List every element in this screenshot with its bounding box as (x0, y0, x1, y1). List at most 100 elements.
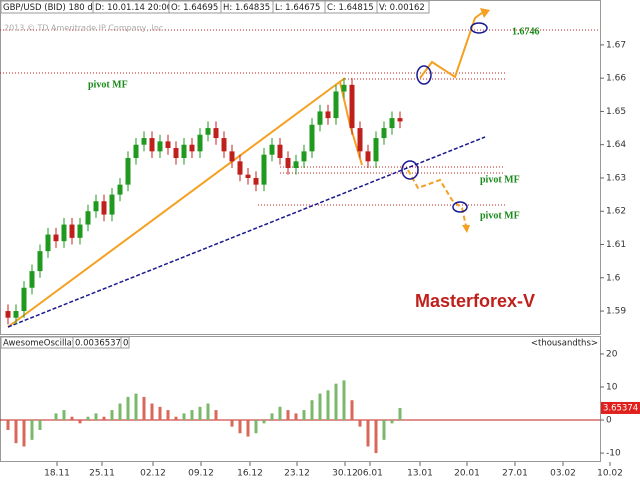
candle-body (173, 148, 179, 159)
y-tick-label: 1.64 (606, 140, 626, 150)
y-tick-label: 1.61 (606, 240, 626, 250)
y-tick-label: 10 (606, 382, 618, 392)
x-tick-label: 02.12 (140, 469, 166, 479)
candle-body (149, 138, 155, 152)
bar (22, 420, 26, 447)
bar (118, 403, 122, 421)
x-tick-label: 25.11 (89, 469, 115, 479)
candle-body (85, 211, 91, 225)
header-text: <thousandths> (531, 339, 598, 349)
candle-body (301, 151, 307, 162)
candle-body (389, 118, 395, 129)
candle-body (397, 118, 403, 122)
y-tick-label: 1.62 (606, 207, 626, 217)
bar (214, 410, 218, 421)
bar (254, 420, 258, 434)
bar (102, 416, 106, 421)
y-tick-label: 1.65 (606, 107, 626, 117)
bar (358, 420, 362, 427)
candle-body (117, 184, 123, 195)
bar (398, 407, 402, 421)
annotation: pivot MF (480, 174, 520, 185)
bar (190, 410, 194, 421)
candle-body (189, 144, 195, 152)
annotation: 1.6746 (512, 26, 540, 37)
header-text: D: 10.01.14 20:00 (95, 3, 172, 13)
header-text: GBP/USD (BID) 180 d 4h (3, 3, 106, 13)
y-tick-label: 1.67 (606, 40, 626, 50)
bar (30, 420, 34, 440)
arrow-head (462, 225, 470, 233)
candle-body (285, 158, 291, 168)
candle-body (13, 311, 19, 318)
bar (54, 413, 58, 421)
candle-body (53, 234, 59, 242)
bar (150, 403, 154, 421)
bar (182, 413, 186, 421)
osc-panel (0, 336, 601, 462)
header-text: 0 (123, 339, 128, 349)
bar (230, 420, 234, 427)
candle-body (45, 234, 51, 252)
candle-body (213, 128, 219, 139)
candle-body (349, 84, 355, 129)
header-text: V: 0.00162 (379, 3, 425, 13)
candle-body (261, 154, 267, 185)
bar (270, 413, 274, 421)
candle-body (5, 311, 11, 318)
bar (94, 413, 98, 421)
header-box (120, 336, 130, 349)
x-tick-label: 23.12 (284, 469, 310, 479)
candle-body (373, 138, 379, 162)
bar (366, 420, 370, 447)
candle-body (141, 138, 147, 145)
bar (110, 410, 114, 421)
candle-body (277, 144, 283, 159)
candle-body (77, 224, 83, 238)
x-tick-label: 30.12 (332, 469, 358, 479)
bar (262, 420, 266, 424)
y-tick-label: -10 (606, 449, 621, 459)
bar (310, 400, 314, 421)
x-tick-label: 10.02 (597, 469, 623, 479)
bar (278, 406, 282, 421)
header-text: 0.0036537 (75, 339, 121, 349)
candle-body (93, 201, 99, 212)
candle-body (245, 174, 251, 178)
bar (326, 390, 330, 421)
candle-body (381, 128, 387, 139)
candle-body (365, 151, 371, 162)
x-tick-label: 27.01 (502, 469, 528, 479)
y-tick-label: 1.63 (606, 173, 626, 183)
bar (334, 383, 338, 421)
bar (78, 420, 82, 424)
bar (382, 420, 386, 440)
bar (142, 396, 146, 421)
last-value-box (601, 401, 640, 414)
candle-body (341, 84, 347, 92)
y-tick-label: 20 (606, 349, 618, 359)
bar (342, 380, 346, 421)
bar (38, 420, 42, 430)
watermark: Masterforex-V (415, 291, 535, 311)
bar (390, 420, 394, 424)
bar (198, 406, 202, 421)
circle-mark (452, 201, 468, 213)
bar (166, 410, 170, 421)
bar (238, 420, 242, 434)
candle-body (269, 144, 275, 155)
annotation: pivot MF (480, 210, 520, 221)
bar (302, 410, 306, 421)
candle-body (181, 144, 187, 159)
candle-body (101, 201, 107, 215)
candle-body (317, 111, 323, 125)
bar (286, 410, 290, 421)
candle-body (325, 111, 331, 119)
circle-mark (416, 65, 432, 85)
candle-body (357, 128, 363, 152)
annotation: pivot MF (88, 79, 128, 90)
bar (294, 413, 298, 421)
header: GBP/USD (BID) 180 d 4hD: 10.01.14 20:00O… (0, 0, 430, 14)
header-text: C: 1.64815 (327, 3, 374, 13)
